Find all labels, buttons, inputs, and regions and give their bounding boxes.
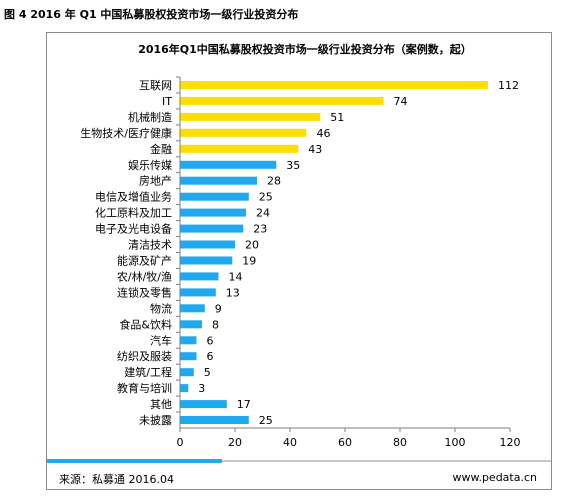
bar	[180, 144, 299, 153]
category-label: 生物技术/医疗健康	[80, 126, 172, 140]
value-label: 13	[226, 286, 240, 299]
bar	[180, 320, 202, 329]
category-label: IT	[162, 95, 172, 108]
value-label: 19	[242, 255, 256, 268]
category-label: 电子及光电设备	[95, 222, 172, 236]
value-label: 14	[229, 270, 243, 283]
footer-source: 来源：私募通 2016.04	[59, 473, 174, 486]
bar	[180, 240, 235, 249]
bar	[180, 208, 246, 217]
value-label: 6	[207, 350, 214, 363]
bar	[180, 128, 307, 137]
bar	[180, 368, 194, 377]
chart-frame: 2016年Q1中国私募股权投资市场一级行业投资分布（案例数，起） 互联网 112 I…	[46, 32, 552, 490]
bar	[180, 192, 249, 201]
category-label: 农/林/牧/渔	[117, 269, 172, 283]
x-tick-label: 20	[228, 436, 242, 449]
category-label: 汽车	[150, 333, 172, 347]
bar	[180, 96, 384, 105]
bar	[180, 384, 189, 393]
bar	[180, 160, 277, 169]
category-label: 连锁及零售	[117, 285, 172, 299]
bar	[180, 256, 233, 265]
bar	[180, 304, 205, 313]
x-tick-label: 80	[393, 436, 407, 449]
bar	[180, 352, 197, 361]
value-label: 5	[204, 366, 211, 379]
x-tick-label: 0	[177, 436, 184, 449]
bar	[180, 336, 197, 345]
category-label: 未披露	[139, 413, 172, 427]
value-label: 51	[330, 111, 344, 124]
value-label: 20	[245, 239, 259, 252]
category-label: 化工原料及加工	[95, 206, 172, 220]
category-label: 建筑/工程	[124, 365, 172, 379]
bar	[180, 81, 488, 89]
category-label: 互联网	[139, 79, 172, 92]
value-label: 25	[259, 191, 273, 204]
x-tick-label: 60	[338, 436, 352, 449]
x-tick-label: 40	[283, 436, 297, 449]
value-label: 17	[237, 398, 251, 411]
category-label: 纺织及服装	[117, 349, 172, 363]
value-label: 46	[317, 127, 331, 140]
category-label: 清洁技术	[128, 239, 172, 252]
value-label: 112	[498, 79, 519, 92]
category-label: 食品&饮料	[119, 317, 172, 331]
axis-layer: 0 20 40 60 80 100 120	[176, 76, 521, 449]
category-label: 电信及增值业务	[95, 190, 172, 204]
value-label: 25	[259, 414, 273, 427]
bar	[180, 400, 227, 409]
category-label: 教育与培训	[117, 381, 172, 395]
value-label: 43	[308, 143, 322, 156]
bar	[180, 224, 244, 233]
x-tick-label: 100	[445, 436, 466, 449]
value-label: 6	[207, 334, 214, 347]
value-label: 24	[256, 207, 270, 220]
bar-chart: 2016年Q1中国私募股权投资市场一级行业投资分布（案例数，起） 互联网 112 I…	[80, 42, 521, 449]
value-label: 23	[253, 223, 267, 236]
bar	[180, 272, 219, 281]
x-tick-label: 120	[500, 436, 521, 449]
bar	[180, 176, 257, 185]
footer-accent-bar	[47, 459, 222, 463]
value-label: 3	[198, 382, 205, 395]
footer-website: www.pedata.cn	[452, 471, 537, 484]
value-label: 74	[394, 95, 408, 108]
category-label: 物流	[150, 301, 172, 315]
category-label: 机械制造	[128, 110, 172, 124]
bar	[180, 288, 216, 297]
chart-title: 2016年Q1中国私募股权投资市场一级行业投资分布（案例数，起）	[138, 42, 472, 56]
value-label: 35	[286, 159, 300, 172]
value-label: 9	[215, 302, 222, 315]
bar	[180, 416, 249, 424]
bar	[180, 112, 321, 121]
category-label: 房地产	[139, 174, 172, 188]
value-label: 28	[267, 175, 281, 188]
category-label: 娱乐传媒	[128, 158, 172, 172]
footer-divider	[222, 460, 551, 462]
figure-title: 图 4 2016 年 Q1 中国私募股权投资市场一级行业投资分布	[4, 8, 299, 21]
value-label: 8	[212, 318, 219, 331]
category-label: 金融	[150, 142, 172, 156]
category-label: 其他	[150, 398, 172, 411]
category-label: 能源及矿产	[117, 254, 172, 268]
